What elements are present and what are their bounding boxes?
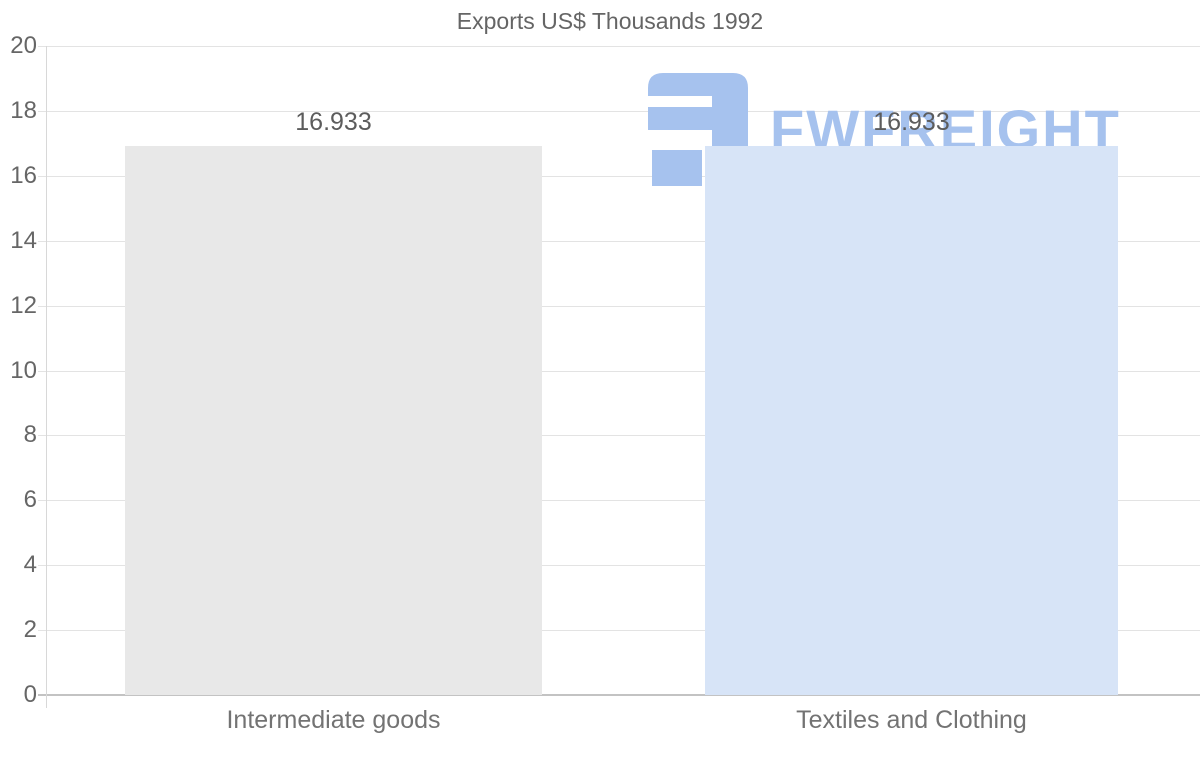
- gridline: [38, 175, 1200, 177]
- x-axis-category-label-intermediate-goods: Intermediate goods: [226, 706, 441, 734]
- x-axis-category-label-textiles-and-clothing: Textiles and Clothing: [796, 706, 1027, 734]
- gridline: [38, 240, 1200, 242]
- gridline: [38, 370, 1200, 372]
- y-axis-tick-label: 0: [23, 681, 37, 708]
- y-axis-tick-label: 6: [23, 486, 37, 514]
- y-axis-tick-label: 8: [23, 421, 37, 449]
- fwfreight-logo-icon: [648, 73, 748, 186]
- gridline: [38, 500, 1200, 502]
- y-axis-tick-label: 4: [23, 551, 37, 579]
- bar-value-label-textiles-and-clothing: 16.933: [873, 107, 950, 136]
- y-axis-tick-label: 16: [10, 161, 37, 189]
- bar-textiles-and-clothing: [705, 145, 1118, 695]
- y-axis-tick-label: 20: [10, 32, 37, 59]
- gridline: [38, 46, 1200, 47]
- y-axis-tick-label: 18: [10, 96, 37, 124]
- y-axis-line: [46, 46, 47, 708]
- bar-value-label-intermediate-goods: 16.933: [295, 107, 372, 136]
- y-axis-tick-label: 2: [23, 616, 37, 644]
- bar-intermediate-goods: [125, 145, 542, 695]
- gridline: [38, 110, 1200, 112]
- y-axis-tick-label: 12: [10, 291, 37, 319]
- gridline: [38, 305, 1200, 307]
- chart-title: Exports US$ Thousands 1992: [456, 8, 764, 34]
- gridline: [38, 435, 1200, 437]
- gridline: [38, 630, 1200, 632]
- x-axis-baseline: [38, 694, 1200, 696]
- y-axis-tick-label: 10: [10, 356, 37, 384]
- y-axis-tick-label: 14: [10, 226, 37, 254]
- gridline: [38, 565, 1200, 567]
